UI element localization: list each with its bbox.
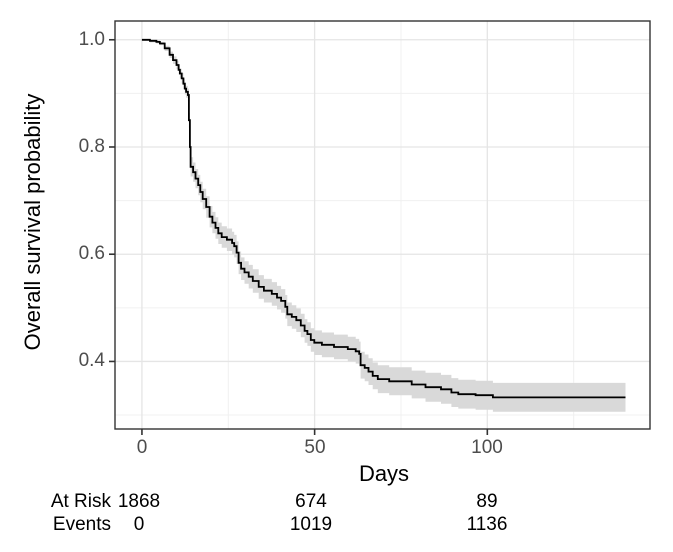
risk-table-value-events-day0: 0 bbox=[133, 514, 145, 535]
y-tick-label-0.6: 0.6 bbox=[78, 243, 105, 264]
risk-table-value-events-day50: 1019 bbox=[289, 514, 333, 535]
x-tick-label-50: 50 bbox=[304, 437, 326, 458]
x-axis-title: Days bbox=[358, 461, 410, 486]
y-tick-label-1.0: 1.0 bbox=[78, 29, 105, 50]
risk-table-value-atrisk-day50: 674 bbox=[295, 491, 327, 512]
risk-table-value-atrisk-day0: 1868 bbox=[117, 491, 161, 512]
risk-table-row-label-events: Events bbox=[52, 514, 111, 535]
risk-table-value-atrisk-day100: 89 bbox=[476, 491, 498, 512]
x-tick-label-0: 0 bbox=[136, 437, 148, 458]
risk-table-value-events-day100: 1136 bbox=[466, 514, 508, 535]
y-axis-title: Overall survival probability bbox=[20, 93, 45, 351]
y-tick-label-0.8: 0.8 bbox=[78, 136, 105, 157]
x-tick-label-100: 100 bbox=[471, 437, 503, 458]
y-tick-label-0.4: 0.4 bbox=[78, 350, 105, 371]
risk-table-row-label-at-risk: At Risk bbox=[50, 491, 111, 512]
